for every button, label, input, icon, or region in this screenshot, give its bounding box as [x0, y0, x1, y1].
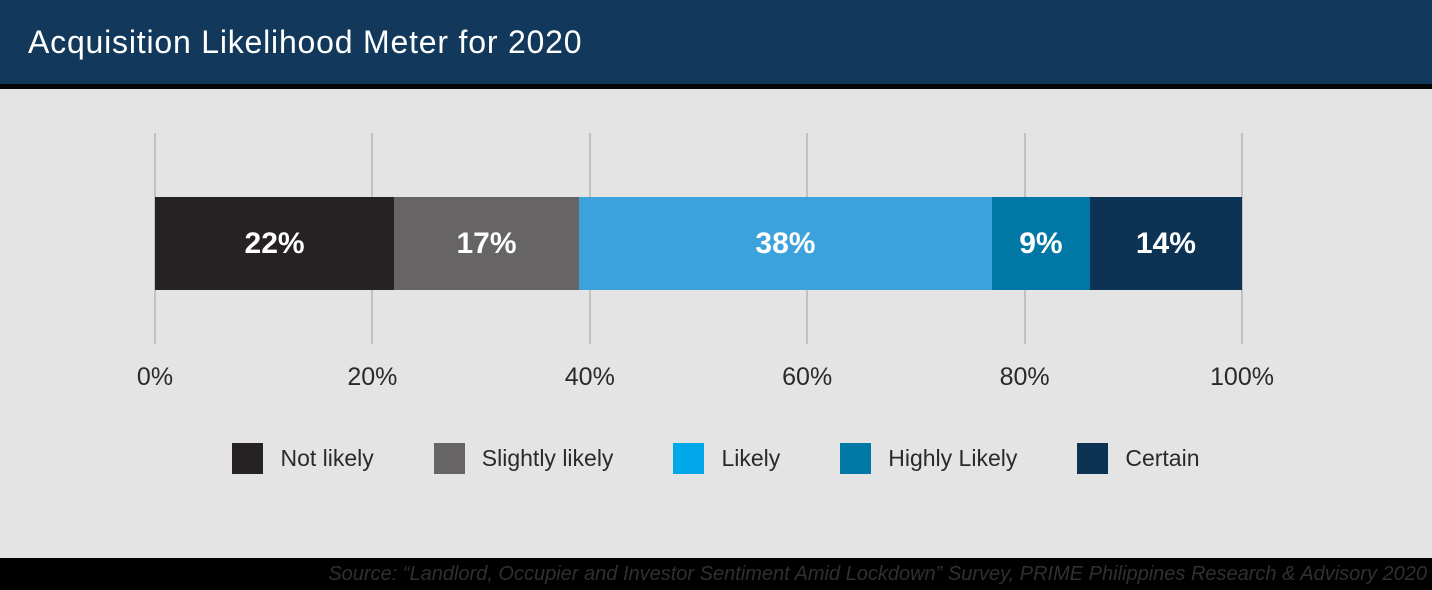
- legend-label: Certain: [1125, 445, 1200, 471]
- x-tick-label: 60%: [782, 363, 833, 391]
- x-tick-label: 100%: [1210, 363, 1274, 391]
- bar-segment-likely: 38%: [578, 197, 992, 290]
- page-title: Acquisition Likelihood Meter for 2020: [28, 23, 583, 60]
- gridline-100: [1241, 133, 1243, 344]
- legend-label: Likely: [721, 445, 781, 471]
- legend-label: Not likely: [280, 445, 374, 471]
- bar-segment-not-likely: 22%: [155, 197, 395, 290]
- legend-item-highly-likely: Highly Likely: [840, 443, 1017, 474]
- legend-item-not-likely: Not likely: [232, 443, 374, 474]
- source-text: Source: “Landlord, Occupier and Investor…: [328, 562, 1427, 585]
- header-divider: [0, 84, 1432, 89]
- legend-label: Highly Likely: [888, 445, 1018, 471]
- title-bar: Acquisition Likelihood Meter for 2020: [0, 0, 1432, 84]
- legend-item-slightly-likely: Slightly likely: [433, 443, 614, 474]
- legend-label: Slightly likely: [481, 445, 614, 471]
- x-tick-label: 20%: [347, 363, 398, 391]
- legend-swatch-icon: [840, 443, 872, 474]
- bar-segment-slightly-likely: 17%: [394, 197, 579, 290]
- legend-swatch-icon: [433, 443, 465, 474]
- bar-value-label: 9%: [1019, 226, 1063, 260]
- bar-value-label: 14%: [1135, 226, 1196, 260]
- bar-value-label: 22%: [244, 226, 305, 260]
- bar-segment-certain: 14%: [1089, 197, 1242, 290]
- x-tick-label: 80%: [999, 363, 1050, 391]
- legend-item-likely: Likely: [673, 443, 780, 474]
- legend-swatch-icon: [673, 443, 705, 474]
- bar-value-label: 38%: [755, 226, 816, 260]
- source-bar: Source: “Landlord, Occupier and Investor…: [0, 558, 1432, 590]
- x-tick-label: 0%: [136, 363, 174, 391]
- stacked-bar: 22% 17% 38% 9% 14%: [155, 197, 1242, 290]
- bar-value-label: 17%: [456, 226, 517, 260]
- x-tick-label: 40%: [564, 363, 615, 391]
- legend-item-certain: Certain: [1077, 443, 1200, 474]
- bar-segment-highly-likely: 9%: [991, 197, 1090, 290]
- legend-swatch-icon: [1077, 443, 1109, 474]
- legend: Not likely Slightly likely Likely Highly Li…: [0, 443, 1432, 474]
- legend-swatch-icon: [232, 443, 264, 474]
